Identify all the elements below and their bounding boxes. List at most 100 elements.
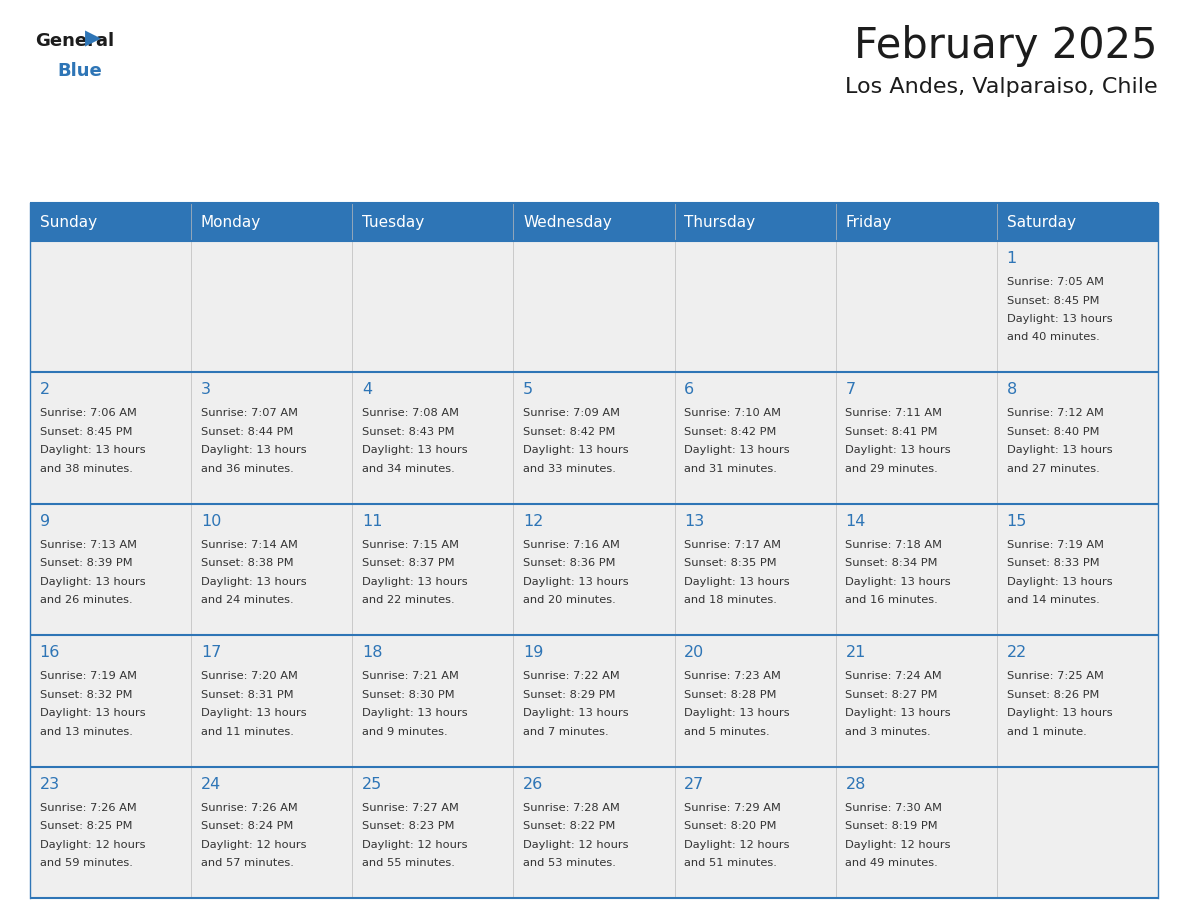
Text: ▶: ▶ xyxy=(86,28,101,48)
Text: Sunrise: 7:14 AM: Sunrise: 7:14 AM xyxy=(201,540,298,550)
Text: Blue: Blue xyxy=(57,62,102,80)
Text: Sunset: 8:45 PM: Sunset: 8:45 PM xyxy=(39,427,132,437)
Text: Daylight: 12 hours: Daylight: 12 hours xyxy=(201,840,307,849)
Text: Sunrise: 7:19 AM: Sunrise: 7:19 AM xyxy=(1006,540,1104,550)
Text: Sunrise: 7:26 AM: Sunrise: 7:26 AM xyxy=(39,802,137,812)
Text: Daylight: 13 hours: Daylight: 13 hours xyxy=(362,445,468,455)
Bar xyxy=(353,767,513,898)
Text: Daylight: 13 hours: Daylight: 13 hours xyxy=(846,708,952,718)
Text: Sunset: 8:32 PM: Sunset: 8:32 PM xyxy=(39,689,132,700)
Bar xyxy=(353,241,513,373)
Text: and 34 minutes.: and 34 minutes. xyxy=(362,464,455,474)
Text: 12: 12 xyxy=(523,514,543,529)
Text: Sunrise: 7:29 AM: Sunrise: 7:29 AM xyxy=(684,802,782,812)
Bar xyxy=(191,241,353,373)
Text: Sunrise: 7:05 AM: Sunrise: 7:05 AM xyxy=(1006,277,1104,287)
Text: Sunrise: 7:13 AM: Sunrise: 7:13 AM xyxy=(39,540,137,550)
Bar xyxy=(997,767,1158,898)
Text: and 57 minutes.: and 57 minutes. xyxy=(201,858,293,868)
Text: 1: 1 xyxy=(1006,251,1017,266)
Text: Daylight: 13 hours: Daylight: 13 hours xyxy=(523,577,628,587)
Text: Sunset: 8:20 PM: Sunset: 8:20 PM xyxy=(684,821,777,831)
Text: and 16 minutes.: and 16 minutes. xyxy=(846,595,939,605)
Text: Sunset: 8:42 PM: Sunset: 8:42 PM xyxy=(523,427,615,437)
Text: 3: 3 xyxy=(201,383,210,397)
Bar xyxy=(513,767,675,898)
Bar xyxy=(353,635,513,767)
Text: Sunset: 8:45 PM: Sunset: 8:45 PM xyxy=(1006,296,1099,306)
Text: Sunrise: 7:30 AM: Sunrise: 7:30 AM xyxy=(846,802,942,812)
Bar xyxy=(513,241,675,373)
Text: Sunrise: 7:15 AM: Sunrise: 7:15 AM xyxy=(362,540,459,550)
Text: and 31 minutes.: and 31 minutes. xyxy=(684,464,777,474)
Text: Los Andes, Valparaiso, Chile: Los Andes, Valparaiso, Chile xyxy=(846,77,1158,97)
Text: Sunset: 8:28 PM: Sunset: 8:28 PM xyxy=(684,689,777,700)
Text: Saturday: Saturday xyxy=(1006,215,1075,230)
Text: and 51 minutes.: and 51 minutes. xyxy=(684,858,777,868)
Text: Daylight: 12 hours: Daylight: 12 hours xyxy=(39,840,145,849)
Text: Daylight: 13 hours: Daylight: 13 hours xyxy=(1006,577,1112,587)
Bar xyxy=(997,373,1158,504)
Text: Sunrise: 7:22 AM: Sunrise: 7:22 AM xyxy=(523,671,620,681)
Text: and 27 minutes.: and 27 minutes. xyxy=(1006,464,1099,474)
Text: 6: 6 xyxy=(684,383,694,397)
Bar xyxy=(675,373,835,504)
Text: Sunset: 8:23 PM: Sunset: 8:23 PM xyxy=(362,821,455,831)
Text: Sunrise: 7:19 AM: Sunrise: 7:19 AM xyxy=(39,671,137,681)
Bar xyxy=(30,635,191,767)
Text: 20: 20 xyxy=(684,645,704,660)
Text: and 53 minutes.: and 53 minutes. xyxy=(523,858,615,868)
Text: Daylight: 13 hours: Daylight: 13 hours xyxy=(1006,445,1112,455)
Text: Sunrise: 7:28 AM: Sunrise: 7:28 AM xyxy=(523,802,620,812)
Text: 16: 16 xyxy=(39,645,61,660)
Text: Thursday: Thursday xyxy=(684,215,756,230)
Bar xyxy=(997,241,1158,373)
Bar xyxy=(835,635,997,767)
Text: Sunrise: 7:09 AM: Sunrise: 7:09 AM xyxy=(523,409,620,419)
Text: Daylight: 13 hours: Daylight: 13 hours xyxy=(39,577,145,587)
Text: Friday: Friday xyxy=(846,215,892,230)
Text: Sunset: 8:37 PM: Sunset: 8:37 PM xyxy=(362,558,455,568)
Bar xyxy=(513,373,675,504)
Text: and 1 minute.: and 1 minute. xyxy=(1006,727,1086,737)
Text: Sunset: 8:36 PM: Sunset: 8:36 PM xyxy=(523,558,615,568)
Text: and 55 minutes.: and 55 minutes. xyxy=(362,858,455,868)
Text: and 18 minutes.: and 18 minutes. xyxy=(684,595,777,605)
Text: 17: 17 xyxy=(201,645,221,660)
Text: Sunrise: 7:23 AM: Sunrise: 7:23 AM xyxy=(684,671,782,681)
Bar xyxy=(997,203,1158,241)
Text: Daylight: 13 hours: Daylight: 13 hours xyxy=(362,708,468,718)
Text: and 14 minutes.: and 14 minutes. xyxy=(1006,595,1099,605)
Text: Daylight: 13 hours: Daylight: 13 hours xyxy=(39,708,145,718)
Text: Sunset: 8:26 PM: Sunset: 8:26 PM xyxy=(1006,689,1099,700)
Bar xyxy=(30,203,191,241)
Text: Daylight: 13 hours: Daylight: 13 hours xyxy=(846,445,952,455)
Text: Sunrise: 7:11 AM: Sunrise: 7:11 AM xyxy=(846,409,942,419)
Text: 11: 11 xyxy=(362,514,383,529)
Text: 9: 9 xyxy=(39,514,50,529)
Text: Sunrise: 7:12 AM: Sunrise: 7:12 AM xyxy=(1006,409,1104,419)
Text: and 3 minutes.: and 3 minutes. xyxy=(846,727,931,737)
Text: Daylight: 13 hours: Daylight: 13 hours xyxy=(201,708,307,718)
Text: Sunday: Sunday xyxy=(39,215,96,230)
Text: 26: 26 xyxy=(523,777,543,791)
Bar xyxy=(353,504,513,635)
Text: Sunset: 8:19 PM: Sunset: 8:19 PM xyxy=(846,821,939,831)
Bar xyxy=(191,635,353,767)
Bar xyxy=(191,504,353,635)
Text: and 5 minutes.: and 5 minutes. xyxy=(684,727,770,737)
Text: General: General xyxy=(34,32,114,50)
Text: 14: 14 xyxy=(846,514,866,529)
Text: 28: 28 xyxy=(846,777,866,791)
Text: Sunset: 8:31 PM: Sunset: 8:31 PM xyxy=(201,689,293,700)
Bar xyxy=(675,241,835,373)
Text: and 59 minutes.: and 59 minutes. xyxy=(39,858,133,868)
Bar xyxy=(835,373,997,504)
Text: Sunset: 8:40 PM: Sunset: 8:40 PM xyxy=(1006,427,1099,437)
Bar xyxy=(835,767,997,898)
Text: Sunrise: 7:17 AM: Sunrise: 7:17 AM xyxy=(684,540,782,550)
Text: 2: 2 xyxy=(39,383,50,397)
Text: and 7 minutes.: and 7 minutes. xyxy=(523,727,608,737)
Bar xyxy=(675,635,835,767)
Text: Daylight: 13 hours: Daylight: 13 hours xyxy=(523,445,628,455)
